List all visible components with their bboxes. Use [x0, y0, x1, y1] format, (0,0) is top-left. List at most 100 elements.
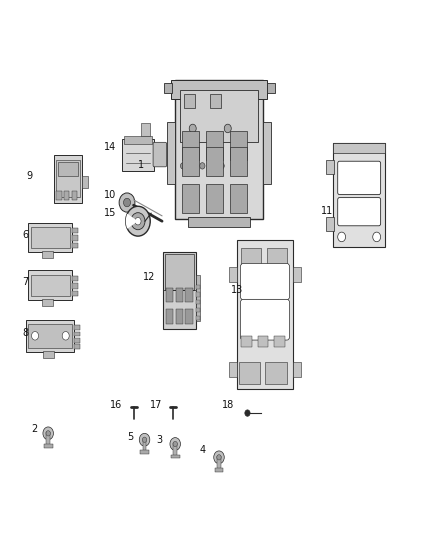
Bar [184, 94, 195, 108]
Bar [267, 83, 275, 93]
Bar [293, 362, 301, 377]
Bar [82, 176, 88, 188]
Circle shape [126, 206, 150, 236]
Bar [56, 191, 61, 200]
Bar [196, 316, 200, 320]
Bar [241, 248, 261, 264]
Bar [230, 147, 247, 176]
Bar [28, 222, 72, 252]
Bar [210, 94, 221, 108]
Bar [72, 276, 78, 281]
Bar [326, 160, 334, 174]
Bar [167, 122, 175, 184]
Circle shape [62, 332, 69, 340]
Text: 12: 12 [143, 272, 155, 282]
Bar [163, 252, 196, 329]
Bar [258, 336, 268, 348]
Bar [215, 468, 223, 472]
Bar [44, 444, 53, 448]
Text: 17: 17 [150, 400, 162, 410]
Text: 4: 4 [200, 446, 206, 455]
Bar [166, 309, 173, 324]
Text: 9: 9 [27, 171, 33, 181]
Bar [72, 291, 78, 296]
Bar [217, 456, 221, 469]
Bar [326, 217, 334, 230]
Bar [31, 227, 70, 247]
Bar [267, 248, 287, 264]
Bar [31, 275, 70, 295]
Bar [171, 455, 180, 458]
FancyBboxPatch shape [240, 263, 290, 300]
Circle shape [219, 163, 224, 169]
Bar [186, 309, 193, 324]
Circle shape [189, 124, 196, 133]
Bar [230, 184, 247, 213]
Bar [182, 131, 199, 160]
Circle shape [214, 451, 224, 464]
Bar [28, 271, 72, 300]
Bar [188, 217, 250, 227]
Bar [141, 123, 150, 136]
Bar [293, 266, 301, 281]
Bar [72, 228, 78, 233]
Circle shape [131, 213, 145, 230]
FancyBboxPatch shape [153, 142, 166, 167]
Text: 6: 6 [22, 230, 28, 239]
Bar [206, 131, 223, 160]
Circle shape [142, 437, 147, 442]
Bar [196, 300, 200, 304]
Bar [72, 191, 77, 200]
Bar [196, 275, 200, 321]
Circle shape [180, 163, 186, 169]
Bar [265, 362, 286, 384]
Circle shape [139, 433, 150, 446]
Bar [196, 285, 200, 289]
Text: 8: 8 [22, 328, 28, 338]
Bar [263, 122, 271, 184]
Text: 15: 15 [104, 208, 116, 218]
Text: 7: 7 [22, 278, 28, 287]
Bar [165, 254, 194, 290]
Circle shape [200, 163, 205, 169]
Bar [180, 90, 258, 142]
Bar [74, 332, 80, 336]
Bar [333, 142, 385, 246]
Text: 5: 5 [127, 432, 134, 442]
Circle shape [238, 163, 244, 169]
FancyBboxPatch shape [338, 198, 381, 226]
Bar [176, 288, 183, 303]
Text: 3: 3 [156, 435, 162, 445]
Bar [43, 351, 54, 358]
Bar [166, 288, 173, 303]
Bar [229, 362, 237, 377]
Bar [74, 344, 80, 349]
Bar [196, 308, 200, 312]
Bar [58, 162, 78, 176]
Bar [122, 139, 154, 171]
Bar [28, 324, 72, 348]
Text: 14: 14 [104, 142, 116, 151]
Bar [241, 336, 252, 348]
Bar [72, 284, 78, 289]
Text: 10: 10 [104, 190, 116, 199]
Bar [239, 362, 260, 384]
Bar [333, 143, 385, 154]
Circle shape [43, 427, 53, 440]
Bar [229, 266, 237, 281]
Bar [124, 136, 152, 144]
Text: 13: 13 [231, 286, 243, 295]
Circle shape [124, 198, 131, 207]
Text: 16: 16 [110, 400, 123, 410]
Circle shape [135, 217, 141, 225]
Bar [171, 80, 267, 99]
Text: 18: 18 [222, 400, 234, 410]
Bar [74, 338, 80, 343]
Circle shape [217, 455, 221, 460]
Bar [72, 235, 78, 240]
Text: 1: 1 [138, 160, 145, 170]
Circle shape [119, 193, 135, 212]
Bar [182, 184, 199, 213]
Circle shape [170, 438, 180, 450]
FancyBboxPatch shape [240, 300, 290, 340]
